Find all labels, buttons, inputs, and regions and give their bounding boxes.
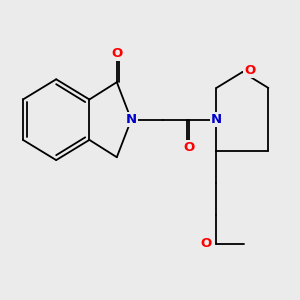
Text: O: O — [244, 64, 255, 77]
Text: N: N — [211, 113, 222, 126]
Text: N: N — [126, 113, 137, 126]
Text: O: O — [201, 237, 212, 250]
Text: O: O — [111, 47, 122, 60]
Text: O: O — [183, 141, 195, 154]
